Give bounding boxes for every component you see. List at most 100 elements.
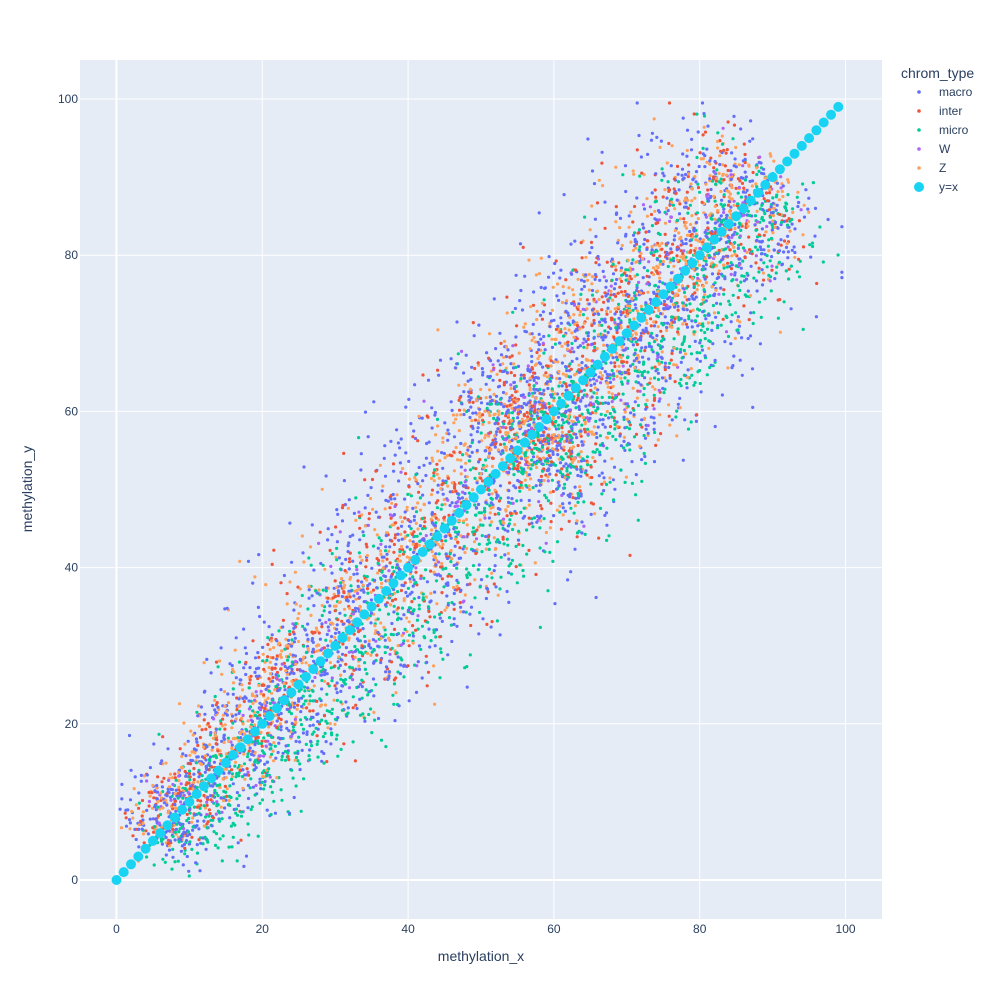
data-point-micro	[571, 464, 575, 468]
data-point-z	[684, 259, 688, 263]
data-point-inter	[550, 460, 554, 464]
data-point-macro	[211, 704, 215, 708]
data-point-z	[556, 282, 560, 286]
data-point-micro	[270, 752, 274, 757]
data-point-micro	[630, 481, 635, 485]
data-point-macro	[127, 733, 132, 738]
data-point-micro	[288, 629, 292, 633]
data-point-micro	[514, 365, 518, 369]
data-point-z	[278, 653, 283, 657]
data-point-inter	[434, 501, 438, 505]
data-point-micro	[315, 742, 319, 747]
data-point-z	[587, 272, 591, 277]
data-point-z	[296, 616, 300, 621]
data-point-z	[793, 255, 797, 259]
data-point-micro	[363, 667, 367, 672]
data-point-macro	[666, 208, 670, 213]
data-point-macro	[449, 536, 453, 540]
data-point-macro	[448, 503, 452, 508]
data-point-z	[655, 264, 659, 268]
data-point-z	[387, 636, 391, 640]
data-point-micro	[324, 719, 328, 723]
data-point-micro	[351, 740, 355, 744]
data-point-macro	[335, 508, 339, 512]
data-point-inter	[635, 342, 640, 347]
data-point-micro	[695, 211, 700, 215]
data-point-z	[197, 724, 202, 728]
data-point-z	[373, 528, 377, 532]
data-point-z	[432, 570, 436, 574]
data-point-z	[270, 691, 274, 695]
data-point-z	[267, 666, 271, 670]
data-point-macro	[239, 736, 243, 740]
data-point-micro	[398, 550, 402, 554]
data-point-micro	[688, 302, 692, 306]
data-point-macro	[225, 606, 229, 610]
data-point-micro	[208, 759, 212, 763]
data-point-macro	[514, 335, 518, 339]
data-point-micro	[282, 684, 287, 689]
data-point-macro	[570, 359, 574, 363]
data-point-micro	[246, 755, 250, 759]
data-point-inter	[185, 781, 189, 785]
data-point-macro	[760, 283, 765, 287]
data-point-inter	[585, 298, 590, 302]
data-point-w	[347, 686, 352, 690]
data-point-macro	[353, 609, 358, 613]
data-point-macro	[310, 523, 314, 527]
data-point-macro	[262, 620, 266, 624]
data-point-macro	[146, 832, 150, 836]
data-point-micro	[530, 517, 534, 521]
data-point-inter	[354, 703, 358, 707]
data-point-inter	[471, 321, 475, 325]
data-point-macro	[497, 417, 501, 421]
data-point-z	[484, 547, 488, 551]
data-point-z	[304, 661, 308, 665]
data-point-w	[264, 704, 268, 708]
data-point-w	[446, 498, 450, 502]
data-point-inter	[626, 294, 630, 299]
data-point-inter	[640, 425, 644, 429]
data-point-micro	[640, 370, 645, 375]
data-point-inter	[403, 530, 407, 534]
data-point-micro	[628, 318, 632, 322]
data-point-macro	[562, 193, 566, 197]
data-point-macro	[647, 357, 651, 361]
data-point-macro	[698, 341, 702, 345]
data-point-z	[353, 589, 357, 593]
data-point-macro	[489, 501, 493, 505]
data-point-micro	[233, 764, 237, 768]
data-point-micro	[518, 489, 522, 493]
data-point-inter	[204, 727, 208, 731]
data-point-z	[295, 707, 299, 711]
data-point-macro	[530, 332, 534, 336]
data-point-macro	[173, 838, 177, 842]
data-point-w	[537, 500, 541, 504]
data-point-inter	[487, 356, 491, 360]
data-point-z	[685, 233, 690, 237]
data-point-micro	[461, 453, 465, 457]
data-point-micro	[650, 348, 654, 352]
data-point-macro	[605, 376, 609, 380]
data-point-micro	[400, 658, 404, 662]
data-point-macro	[497, 384, 502, 388]
data-point-macro	[541, 433, 545, 438]
data-point-macro	[520, 308, 525, 312]
data-point-micro	[309, 563, 313, 567]
data-point-micro	[656, 377, 661, 382]
data-point-z	[202, 661, 206, 665]
data-point-z	[658, 276, 662, 280]
data-point-micro	[330, 711, 334, 716]
data-point-micro	[310, 732, 314, 736]
data-point-macro	[152, 742, 156, 746]
data-point-z	[776, 190, 780, 194]
data-point-macro	[513, 306, 518, 311]
data-point-macro	[669, 247, 673, 251]
data-point-macro	[292, 608, 296, 612]
data-point-macro	[498, 484, 503, 488]
data-point-macro	[330, 571, 334, 575]
data-point-macro	[555, 294, 559, 298]
data-point-z	[631, 169, 635, 173]
data-point-micro	[642, 433, 646, 438]
data-point-inter	[513, 396, 517, 400]
